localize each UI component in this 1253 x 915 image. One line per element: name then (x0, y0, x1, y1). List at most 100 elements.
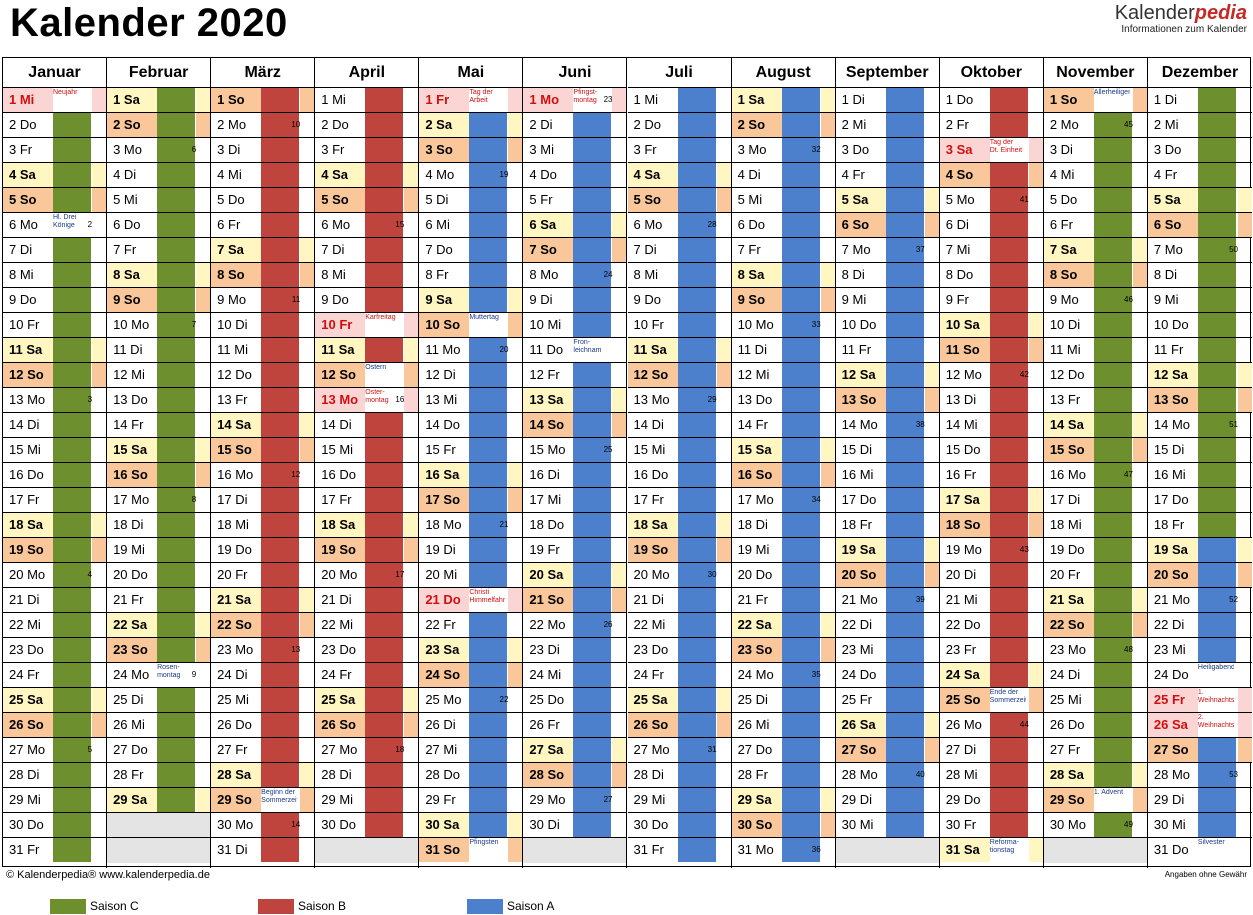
day-row[interactable]: 27 Do (731, 738, 835, 763)
day-row[interactable]: 9 Mi (835, 288, 939, 313)
day-row[interactable]: 8 Di (835, 263, 939, 288)
day-row[interactable]: 8 So (1043, 263, 1147, 288)
day-row[interactable]: 14 So (523, 413, 627, 438)
day-row[interactable]: 8 Sa (107, 263, 211, 288)
day-row[interactable]: 14 Di (627, 413, 731, 438)
day-row[interactable]: 25 Sa (627, 688, 731, 713)
day-row[interactable]: 4 Sa (3, 163, 107, 188)
day-row[interactable]: 15 Di (1147, 438, 1252, 463)
day-row[interactable]: 12 So Ostern (315, 363, 419, 388)
day-row[interactable]: 11 Sa (3, 338, 107, 363)
day-row[interactable]: 12 Mi (107, 363, 211, 388)
day-row[interactable]: 11 So (939, 338, 1043, 363)
day-row[interactable]: 1 Di (835, 88, 939, 113)
day-row[interactable]: 5 Mi (731, 188, 835, 213)
day-row[interactable]: 17 Fr (627, 488, 731, 513)
day-row[interactable]: 1 Sa (107, 88, 211, 113)
day-row[interactable]: 8 Di (1147, 263, 1252, 288)
day-row[interactable]: 23 Do (3, 638, 107, 663)
day-row[interactable]: 29 Sa (107, 788, 211, 813)
day-row[interactable]: 29 Sa (731, 788, 835, 813)
day-row[interactable]: 5 Do (211, 188, 315, 213)
day-row[interactable]: 2 Do (3, 113, 107, 138)
day-row[interactable]: 18 Fr (1147, 513, 1252, 538)
day-row[interactable]: 19 Mi (107, 538, 211, 563)
day-row[interactable]: 27 Do (107, 738, 211, 763)
day-row[interactable]: 30 Do (627, 813, 731, 838)
day-row[interactable]: 1 Mi Neujahr (3, 88, 107, 113)
day-row[interactable]: 10 Mi (523, 313, 627, 338)
day-row[interactable]: 22 Mi (3, 613, 107, 638)
day-row[interactable]: 2 Sa (419, 113, 523, 138)
day-row[interactable]: 11 Mi (1043, 338, 1147, 363)
day-row[interactable]: 1 Sa (731, 88, 835, 113)
day-row[interactable]: 12 So (627, 363, 731, 388)
day-row[interactable]: 5 Fr (523, 188, 627, 213)
day-row[interactable]: 28 Sa (211, 763, 315, 788)
day-row[interactable]: 29 Mo 27 (523, 788, 627, 813)
day-row[interactable]: 6 Fr (1043, 213, 1147, 238)
day-row[interactable]: 18 Mi (1043, 513, 1147, 538)
day-row[interactable]: 20 Di (939, 563, 1043, 588)
day-row[interactable]: 17 Di (1043, 488, 1147, 513)
day-row[interactable]: 10 Fr Karfreitag (315, 313, 419, 338)
day-row[interactable]: 19 Fr (523, 538, 627, 563)
day-row[interactable]: 21 Mo 39 (835, 588, 939, 613)
day-row[interactable]: 18 Do (523, 513, 627, 538)
day-row[interactable]: 19 So (3, 538, 107, 563)
day-row[interactable]: 9 Mo 11 (211, 288, 315, 313)
day-row[interactable]: 3 Fr (627, 138, 731, 163)
day-row[interactable]: 9 So (107, 288, 211, 313)
day-row[interactable]: 4 Fr (835, 163, 939, 188)
day-row[interactable]: 12 Do (211, 363, 315, 388)
day-row[interactable]: 6 Fr (211, 213, 315, 238)
day-row[interactable]: 26 Mi (107, 713, 211, 738)
day-row[interactable]: 30 Sa (419, 813, 523, 838)
day-row[interactable]: 2 Mi (835, 113, 939, 138)
day-row[interactable]: 2 Mi (1147, 113, 1252, 138)
day-row[interactable]: 5 So (3, 188, 107, 213)
day-row[interactable]: 22 Sa (731, 613, 835, 638)
day-row[interactable]: 21 Mi (939, 588, 1043, 613)
day-row[interactable]: 15 Do (939, 438, 1043, 463)
day-row[interactable]: 26 So (315, 713, 419, 738)
day-row[interactable]: 3 Sa Tag der Dt. Einheit (939, 138, 1043, 163)
day-row[interactable]: 23 Mi (835, 638, 939, 663)
day-row[interactable]: 18 Sa (315, 513, 419, 538)
day-row[interactable]: 5 Sa (835, 188, 939, 213)
day-row[interactable]: 20 Mi (419, 563, 523, 588)
day-row[interactable]: 22 Di (835, 613, 939, 638)
day-row[interactable]: 5 Mo 41 (939, 188, 1043, 213)
day-row[interactable]: 17 Mi (523, 488, 627, 513)
day-row[interactable]: 28 Di (627, 763, 731, 788)
day-row[interactable]: 27 Mo 18 (315, 738, 419, 763)
day-row[interactable]: 3 Do (835, 138, 939, 163)
day-row[interactable]: 27 So (1147, 738, 1252, 763)
day-row[interactable]: 7 Sa (211, 238, 315, 263)
day-row[interactable]: 21 Sa (1043, 588, 1147, 613)
day-row[interactable]: 7 Mo 37 (835, 238, 939, 263)
day-row[interactable]: 11 Fr (1147, 338, 1252, 363)
day-row[interactable]: 25 Mi (211, 688, 315, 713)
day-row[interactable]: 20 So (1147, 563, 1252, 588)
day-row[interactable]: 16 So (107, 463, 211, 488)
day-row[interactable]: 8 Sa (731, 263, 835, 288)
day-row[interactable]: 13 Sa (523, 388, 627, 413)
day-row[interactable]: 12 Fr (523, 363, 627, 388)
day-row[interactable]: 19 Do (211, 538, 315, 563)
day-row[interactable]: 5 Sa (1147, 188, 1252, 213)
day-row[interactable]: 28 Sa (1043, 763, 1147, 788)
day-row[interactable]: 17 Fr (315, 488, 419, 513)
day-row[interactable]: 13 Mo Oster-montag 16 (315, 388, 419, 413)
day-row[interactable]: 5 Mi (107, 188, 211, 213)
day-row[interactable]: 29 So Beginn der Sommerzeit (211, 788, 315, 813)
day-row[interactable]: 7 Do (419, 238, 523, 263)
day-row[interactable]: 21 Di (627, 588, 731, 613)
day-row[interactable]: 24 Sa (939, 663, 1043, 688)
day-row[interactable]: 25 Do (523, 688, 627, 713)
day-row[interactable]: 25 Mo 22 (419, 688, 523, 713)
day-row[interactable]: 11 Di (731, 338, 835, 363)
day-row[interactable]: 14 Di (315, 413, 419, 438)
day-row[interactable]: 3 Di (1043, 138, 1147, 163)
day-row[interactable]: 11 Di (107, 338, 211, 363)
